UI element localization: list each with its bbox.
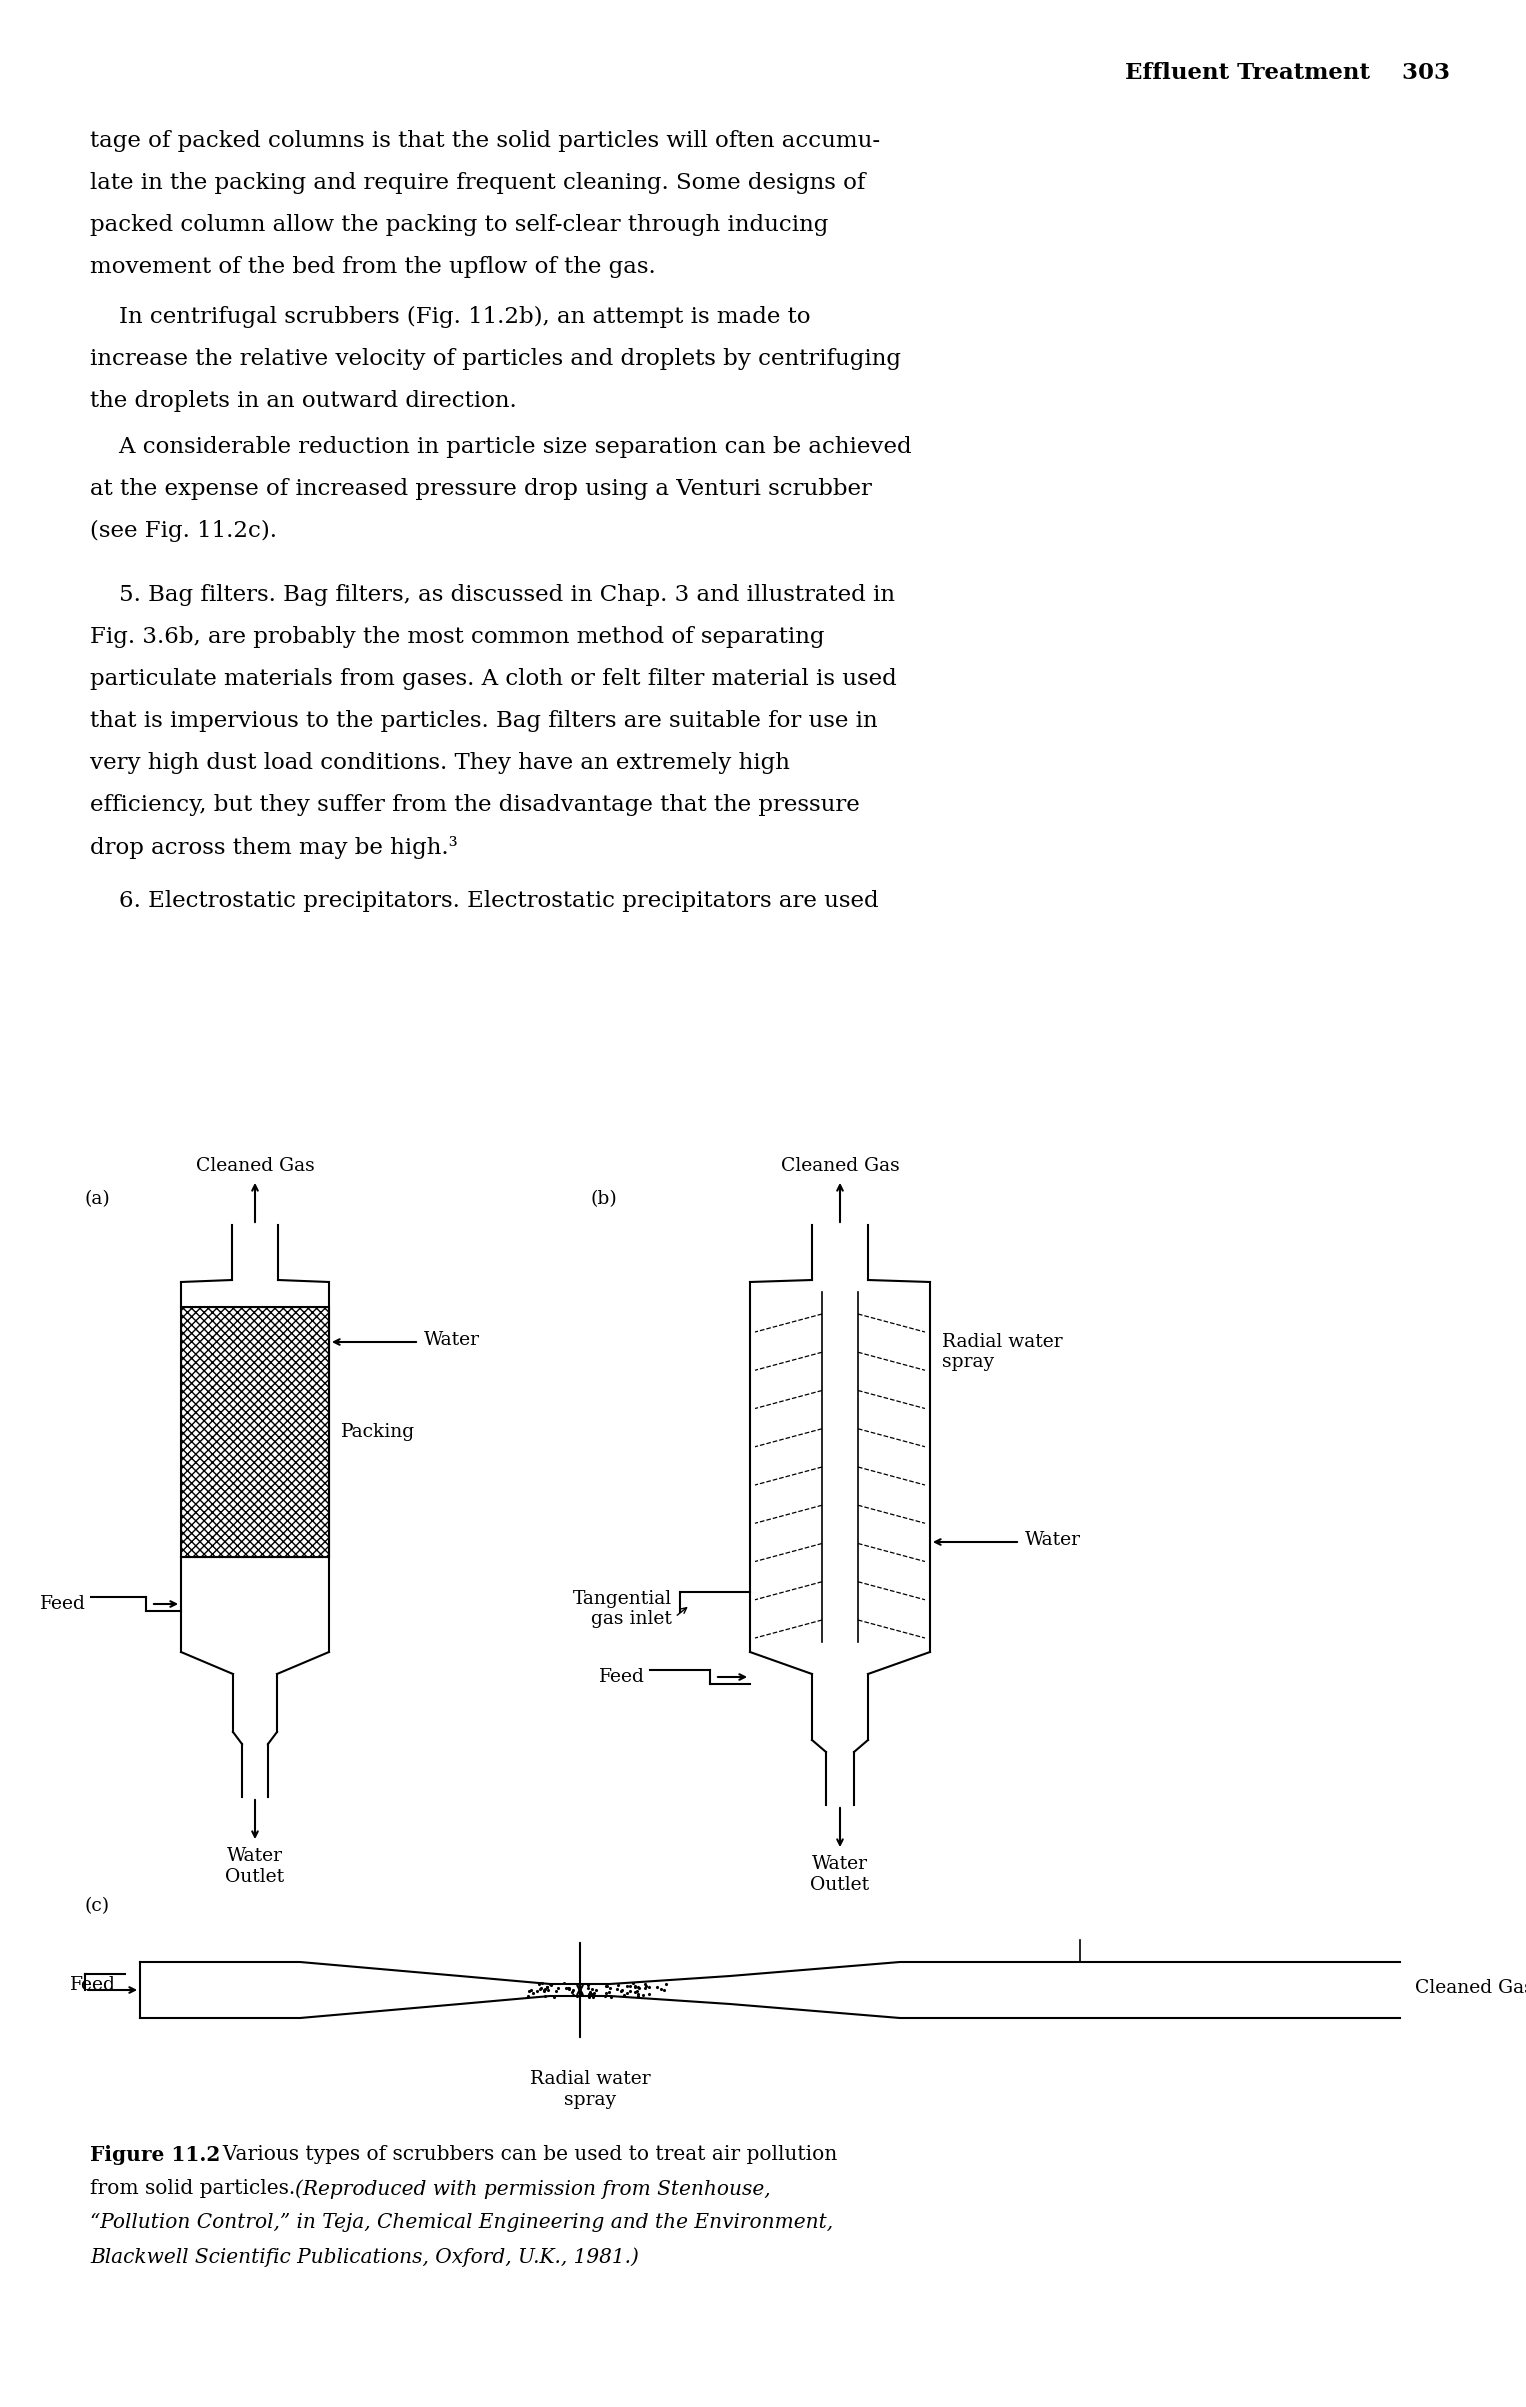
Text: efficiency, but they suffer from the disadvantage that the pressure: efficiency, but they suffer from the dis…	[90, 794, 859, 816]
Text: movement of the bed from the upflow of the gas.: movement of the bed from the upflow of t…	[90, 255, 656, 277]
Text: from solid particles.: from solid particles.	[90, 2178, 302, 2198]
Text: drop across them may be high.³: drop across them may be high.³	[90, 835, 458, 859]
Text: Fig. 3.6b, are probably the most common method of separating: Fig. 3.6b, are probably the most common …	[90, 626, 824, 647]
Text: Water: Water	[424, 1331, 481, 1348]
Text: the droplets in an outward direction.: the droplets in an outward direction.	[90, 390, 517, 412]
Text: Water
Outlet: Water Outlet	[226, 1846, 284, 1885]
Text: Cleaned Gas: Cleaned Gas	[195, 1158, 314, 1175]
Text: Effluent Treatment    303: Effluent Treatment 303	[1125, 63, 1450, 84]
Text: (see Fig. 11.2c).: (see Fig. 11.2c).	[90, 520, 278, 542]
Text: Cleaned Gas: Cleaned Gas	[781, 1158, 899, 1175]
Text: very high dust load conditions. They have an extremely high: very high dust load conditions. They hav…	[90, 751, 790, 775]
Text: Packing: Packing	[340, 1423, 415, 1442]
Text: In centrifugal scrubbers (Fig. 11.2b), an attempt is made to: In centrifugal scrubbers (Fig. 11.2b), a…	[90, 306, 810, 327]
Text: (Reproduced with permission from Stenhouse,: (Reproduced with permission from Stenhou…	[295, 2178, 771, 2198]
Text: A considerable reduction in particle size separation can be achieved: A considerable reduction in particle siz…	[90, 436, 911, 457]
Text: 5. Bag filters. Bag filters, as discussed in Chap. 3 and illustrated in: 5. Bag filters. Bag filters, as discusse…	[90, 585, 896, 607]
Text: Water
Outlet: Water Outlet	[810, 1856, 870, 1894]
Text: 6. Electrostatic precipitators. Electrostatic precipitators are used: 6. Electrostatic precipitators. Electros…	[90, 891, 879, 912]
Text: Water: Water	[1025, 1531, 1080, 1550]
Text: Radial water
spray: Radial water spray	[942, 1333, 1062, 1372]
Text: at the expense of increased pressure drop using a Venturi scrubber: at the expense of increased pressure dro…	[90, 479, 871, 501]
Text: packed column allow the packing to self-clear through inducing: packed column allow the packing to self-…	[90, 214, 829, 236]
Text: (a): (a)	[85, 1189, 111, 1208]
Bar	[182, 1307, 330, 1557]
Text: Figure 11.2: Figure 11.2	[90, 2145, 220, 2164]
Text: Feed: Feed	[40, 1596, 85, 1613]
Text: Various types of scrubbers can be used to treat air pollution: Various types of scrubbers can be used t…	[211, 2145, 838, 2164]
Text: late in the packing and require frequent cleaning. Some designs of: late in the packing and require frequent…	[90, 171, 865, 195]
Text: tage of packed columns is that the solid particles will often accumu-: tage of packed columns is that the solid…	[90, 130, 881, 152]
Text: Feed: Feed	[600, 1668, 645, 1685]
Text: Radial water
spray: Radial water spray	[530, 2070, 650, 2109]
Text: Blackwell Scientific Publications, Oxford, U.K., 1981.): Blackwell Scientific Publications, Oxfor…	[90, 2248, 639, 2267]
Text: increase the relative velocity of particles and droplets by centrifuging: increase the relative velocity of partic…	[90, 349, 900, 371]
Text: (b): (b)	[591, 1189, 617, 1208]
Text: that is impervious to the particles. Bag filters are suitable for use in: that is impervious to the particles. Bag…	[90, 710, 877, 732]
Text: Feed: Feed	[70, 1976, 116, 1993]
Text: Tangential
gas inlet: Tangential gas inlet	[572, 1589, 671, 1630]
Text: particulate materials from gases. A cloth or felt filter material is used: particulate materials from gases. A clot…	[90, 669, 897, 691]
Text: “Pollution Control,” in Teja, Chemical Engineering and the Environment,: “Pollution Control,” in Teja, Chemical E…	[90, 2212, 833, 2231]
Text: (c): (c)	[85, 1897, 110, 1916]
Text: Cleaned Gas: Cleaned Gas	[1415, 1979, 1526, 1998]
